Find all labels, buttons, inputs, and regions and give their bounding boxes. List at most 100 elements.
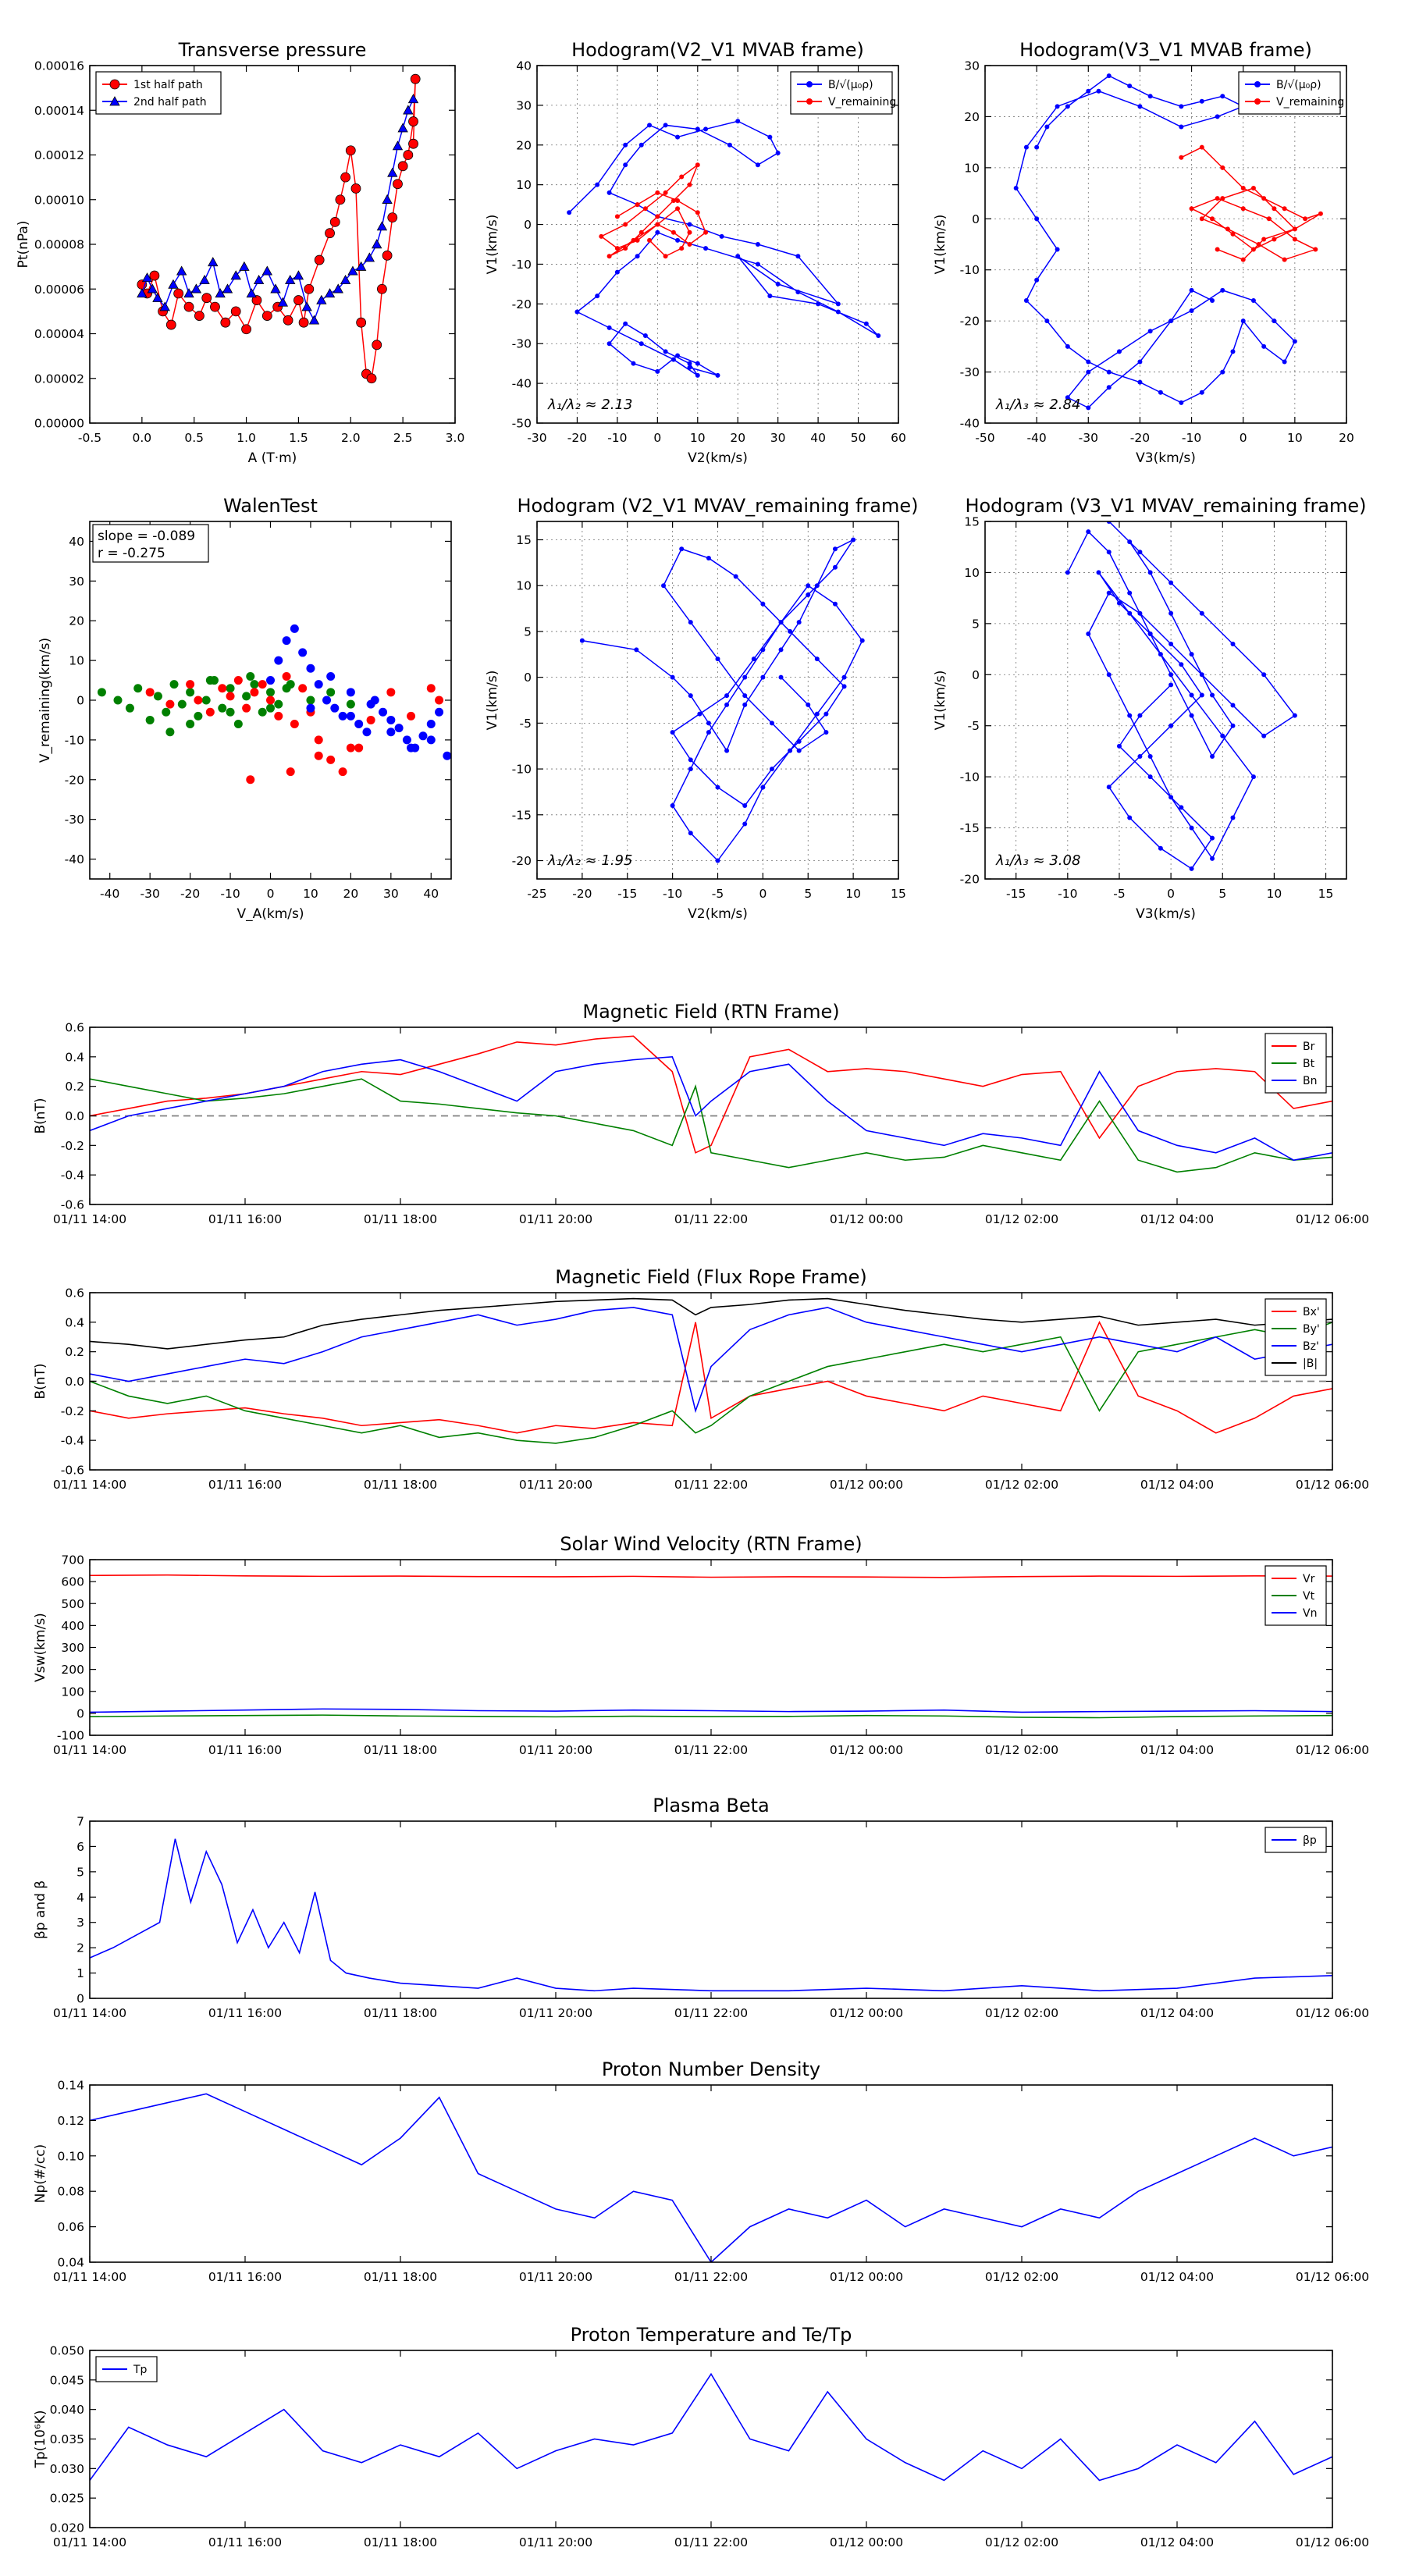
x-tick-label: 01/11 22:00 [674,2535,748,2549]
data-point [661,583,667,589]
data-point [638,341,644,347]
chart-title: WalenTest [223,495,318,517]
data-point [1055,247,1060,252]
data-point [579,638,585,643]
data-point [266,703,275,713]
data-point [1230,815,1236,820]
x-tick-label: 20 [1339,431,1354,445]
data-point [670,730,675,735]
data-point [760,647,766,653]
chart-p5: -25 -20 -15 -10 -5 0 5 10 15 -20 -15 -10 -5 0 5 10 15 Hod… [485,495,919,922]
data-point [755,242,760,247]
data-point [316,294,327,304]
data-point [1127,590,1133,596]
data-point [397,161,408,172]
series-line-0 [90,1035,1332,1154]
y-tick-label: 0.00016 [34,59,84,73]
y-tick-label: 0.4 [65,1050,84,1064]
data-point [1272,206,1277,212]
data-point [290,720,299,729]
data-point [186,680,195,689]
data-point [727,142,732,148]
data-point [1215,196,1220,201]
data-point [1086,369,1091,375]
data-point [186,720,195,729]
x-tick-label: 01/11 22:00 [674,1212,748,1226]
data-point [1168,672,1174,678]
data-point [1168,795,1174,800]
data-point [168,279,179,289]
data-point [364,252,375,262]
y-axis-label: Pt(nPa) [16,221,31,269]
data-point [286,680,295,689]
data-point [1189,713,1194,718]
x-tick-label: 01/11 14:00 [53,2006,126,2020]
data-point [1168,580,1174,585]
y-tick-label: 0.6 [65,1021,84,1035]
y-tick-label: 0.045 [50,2373,84,2387]
data-point [239,261,250,271]
y-tick-label: 30 [69,575,84,589]
data-point [379,707,388,717]
x-tick-label: 01/12 04:00 [1140,2270,1214,2284]
x-tick-label: 15 [891,887,906,901]
y-tick-label: 0.00014 [34,104,84,118]
data-point [835,301,841,307]
data-point [326,688,336,697]
data-point [1127,610,1133,616]
data-point [769,767,774,772]
x-tick-label: 0 [1167,887,1175,901]
y-tick-label: -0.2 [61,1139,84,1153]
x-tick-label: 01/11 22:00 [674,2006,748,2020]
data-point [1127,84,1133,89]
data-point [354,720,364,729]
chart-title: Proton Temperature and Te/Tp [571,2324,852,2346]
data-point [1086,405,1091,411]
data-point [426,684,436,693]
x-tick-label: -30 [1079,431,1098,445]
data-point [169,680,179,689]
y-tick-label: -5 [520,717,532,731]
data-point [362,728,372,737]
data-point [687,222,692,227]
data-point [1179,124,1184,130]
data-point [706,555,711,560]
x-tick-label: 01/12 00:00 [830,1478,903,1492]
data-point [687,229,692,235]
data-point [1065,343,1070,349]
x-tick-label: -10 [607,431,627,445]
y-tick-label: 0.14 [57,2079,84,2093]
data-point [1106,369,1112,375]
data-point [778,620,784,625]
data-point [356,317,367,328]
data-point [226,684,235,693]
chart-ts4: 01/11 14:00 01/11 16:00 01/11 18:00 01/11 2… [33,1795,1369,2020]
y-tick-label: 0.020 [50,2521,84,2535]
x-tick-label: 01/12 00:00 [830,2270,903,2284]
data-point [1179,662,1184,667]
data-point [703,229,709,235]
data-point [194,696,203,705]
data-point [1137,359,1143,365]
series-line-1 [90,1714,1332,1719]
y-tick-label: 6 [76,1840,84,1854]
data-point [403,105,414,115]
data-point [1261,237,1267,242]
data-point [663,190,668,195]
x-tick-label: 0 [653,431,661,445]
y-tick-label: 15 [516,533,532,547]
series-line-2 [90,1708,1332,1713]
data-point [675,237,681,243]
data-point [663,123,668,128]
y-tick-label: 0 [76,1706,84,1720]
chart-title: Hodogram(V3_V1 MVAB frame) [1019,39,1312,61]
data-point [283,315,293,326]
data-point [1272,237,1277,242]
data-point [1147,570,1153,575]
x-tick-label: -30 [527,431,546,445]
data-point [1261,733,1267,738]
data-point [760,601,766,607]
data-point [354,743,364,753]
data-point [397,123,408,133]
chart-p6: -15 -10 -5 0 5 10 15-20-15-10-5051015Hodogram … [933,495,1367,922]
